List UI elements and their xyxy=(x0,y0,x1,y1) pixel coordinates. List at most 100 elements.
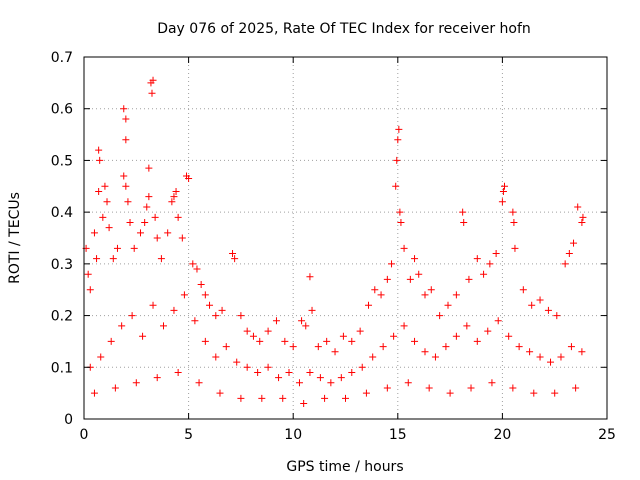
y-tick-label: 0.2 xyxy=(51,309,73,325)
data-point xyxy=(218,306,226,314)
data-point xyxy=(342,394,349,402)
data-point xyxy=(222,343,230,351)
y-tick-label: 0.4 xyxy=(51,205,73,221)
data-point xyxy=(275,374,283,382)
data-point xyxy=(107,337,115,345)
data-point xyxy=(159,322,167,330)
data-point xyxy=(536,353,544,361)
data-point xyxy=(180,291,188,299)
data-point xyxy=(427,286,435,294)
data-point xyxy=(122,115,130,123)
data-point xyxy=(148,89,156,97)
data-point xyxy=(170,193,178,201)
data-point xyxy=(396,208,404,216)
data-point xyxy=(530,389,538,397)
data-point xyxy=(500,182,508,190)
data-point xyxy=(170,306,178,314)
data-point xyxy=(201,337,209,345)
data-point xyxy=(394,136,402,144)
data-point xyxy=(388,260,396,268)
data-point xyxy=(256,337,264,345)
data-point xyxy=(111,384,119,392)
data-point xyxy=(302,322,310,330)
data-point xyxy=(565,250,573,258)
data-point xyxy=(289,343,297,351)
data-point xyxy=(321,394,329,402)
data-point xyxy=(279,394,287,402)
data-point xyxy=(109,255,117,263)
data-point xyxy=(174,368,182,376)
data-point xyxy=(84,270,92,278)
data-point xyxy=(237,312,245,320)
x-tick-label: 10 xyxy=(284,427,302,443)
data-point xyxy=(327,379,335,387)
data-point xyxy=(191,317,199,325)
data-point xyxy=(442,343,450,351)
y-tick-label: 0.6 xyxy=(51,102,73,118)
data-point xyxy=(316,374,324,382)
y-tick-label: 0.1 xyxy=(51,360,73,376)
data-point xyxy=(383,384,391,392)
data-point xyxy=(258,394,266,402)
data-point xyxy=(139,332,147,340)
data-point xyxy=(528,301,536,309)
plot-frame xyxy=(83,56,608,420)
data-point xyxy=(579,213,587,221)
data-point xyxy=(486,260,494,268)
data-point xyxy=(356,327,364,335)
data-point xyxy=(164,229,172,237)
data-point xyxy=(499,187,507,195)
data-point xyxy=(90,229,98,237)
data-point xyxy=(122,182,130,190)
data-point xyxy=(96,156,104,164)
data-point xyxy=(452,332,460,340)
y-tick-label: 0.3 xyxy=(51,257,73,273)
x-tick-label: 20 xyxy=(493,427,511,443)
data-point xyxy=(233,358,241,366)
data-point xyxy=(511,244,519,252)
data-points xyxy=(82,76,587,407)
data-point xyxy=(480,270,488,278)
data-point xyxy=(86,286,94,294)
data-point xyxy=(168,198,176,206)
axis-ticks xyxy=(83,56,608,420)
data-point xyxy=(141,218,149,226)
data-point xyxy=(526,348,534,356)
data-point xyxy=(95,146,103,154)
data-point xyxy=(570,239,578,247)
data-point xyxy=(249,332,257,340)
data-point xyxy=(124,198,132,206)
data-point xyxy=(509,384,517,392)
data-point xyxy=(118,322,126,330)
data-point xyxy=(285,368,293,376)
data-point xyxy=(145,164,153,172)
data-point xyxy=(383,275,391,283)
data-point xyxy=(371,286,379,294)
data-point xyxy=(463,322,471,330)
data-point xyxy=(492,250,500,258)
data-point xyxy=(473,255,481,263)
data-point xyxy=(365,301,373,309)
data-point xyxy=(362,389,370,397)
data-point xyxy=(404,379,412,387)
data-point xyxy=(425,384,433,392)
chart-title: Day 076 of 2025, Rate Of TEC Index for r… xyxy=(157,21,531,37)
data-point xyxy=(103,198,111,206)
data-point xyxy=(578,348,586,356)
data-point xyxy=(390,332,398,340)
y-tick-labels: 0 0.1 0.2 0.3 0.4 0.5 0.6 0.7 xyxy=(51,50,73,428)
data-point xyxy=(132,379,140,387)
data-point xyxy=(536,296,544,304)
data-point xyxy=(567,343,575,351)
data-point xyxy=(97,353,105,361)
data-point xyxy=(488,379,496,387)
data-point xyxy=(254,368,262,376)
data-point xyxy=(460,218,468,226)
y-tick-label: 0 xyxy=(64,412,73,428)
data-point xyxy=(459,208,467,216)
x-axis-label: GPS time / hours xyxy=(286,459,403,475)
data-point xyxy=(561,260,569,268)
data-point xyxy=(415,270,423,278)
data-point xyxy=(544,306,552,314)
